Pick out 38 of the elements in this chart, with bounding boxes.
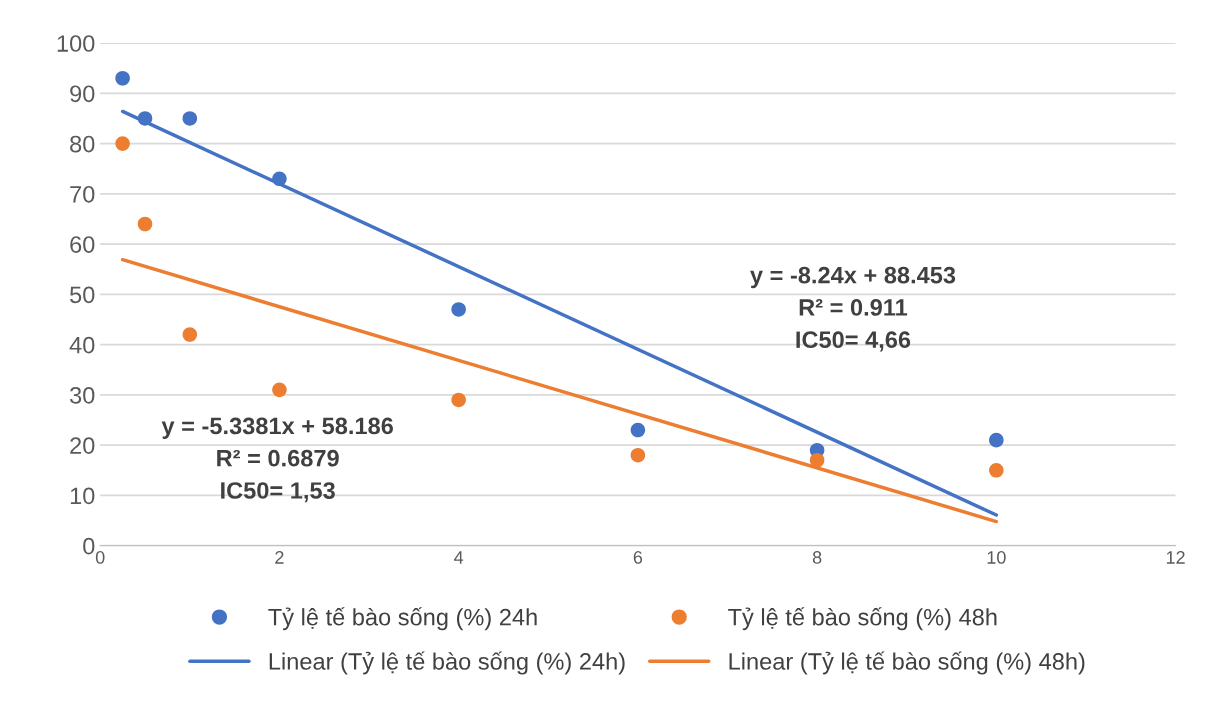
legend-label: Tỷ lệ tế bào sống (%) 24h [268,607,537,631]
point [115,136,130,151]
x-tick-label: 6 [633,551,643,564]
point [115,70,130,86]
point [137,111,153,126]
point [451,392,466,408]
point [451,302,466,317]
point [182,111,198,126]
point [630,422,646,438]
legend-label: Tỷ lệ tế bào sống (%) 48h [728,607,997,631]
point [809,452,825,468]
y-tick-label: 70 [70,185,95,203]
point [989,432,1004,448]
point [272,382,287,398]
point [989,463,1004,478]
y-tick-label: 20 [70,437,95,454]
point [630,447,646,463]
y-tick-label: 30 [69,386,95,404]
x-tick-label: 12 [1166,551,1185,564]
point [272,171,287,187]
x-tick-label: 4 [454,551,464,564]
x-tick-label: 2 [275,551,284,564]
legend-label: Linear (Tỷ lệ tế bào sống (%) 24h) [269,651,625,675]
y-tick-label: 10 [70,487,95,505]
x-tick-label: 8 [812,551,822,564]
y-tick-label: 50 [70,286,95,304]
annotation: y = -8.24x + 88.453 R² = 0.911 IC50= 4,66 [750,266,956,352]
legend-label: Linear (Tỷ lệ tế bào sống (%) 48h) [729,651,1085,675]
y-tick-label: 80 [70,135,95,153]
x-tick-label: 10 [987,551,1006,564]
y-tick-label: 40 [69,336,95,354]
y-tick-label: 90 [70,85,95,103]
y-tick-label: 60 [70,236,95,253]
point [137,216,153,232]
y-tick-label: 100 [57,35,95,52]
annotation: y = -5.3381x + 58.186 R² = 0.6879 IC50= 1,53 [161,417,393,503]
point [182,327,198,342]
x-tick-label: 0 [95,551,105,564]
